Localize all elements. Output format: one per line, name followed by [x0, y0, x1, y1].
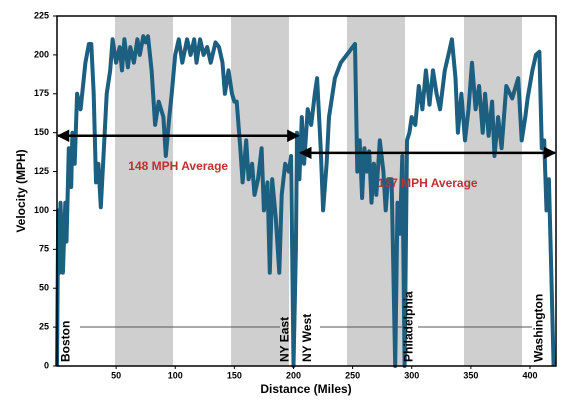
x-tick-label: 250: [345, 370, 360, 380]
y-tick-label: 100: [34, 205, 49, 215]
x-axis-title: Distance (Miles): [260, 382, 351, 396]
station-label: Washington: [532, 294, 546, 362]
plot-border: [56, 15, 557, 367]
y-tick-label: 0: [44, 360, 49, 370]
x-tick-label: 200: [286, 370, 301, 380]
y-tick-label: 125: [34, 166, 49, 176]
x-tick-label: 100: [168, 370, 183, 380]
average-label: 137 MPH Average: [378, 176, 478, 190]
y-tick-label: 150: [34, 127, 49, 137]
x-tick-label: 400: [522, 370, 537, 380]
y-tick-label: 225: [34, 10, 49, 20]
y-tick-label: 175: [34, 88, 49, 98]
average-label: 148 MPH Average: [128, 159, 228, 173]
station-label: NY East: [277, 317, 291, 362]
y-tick-label: 25: [39, 321, 49, 331]
y-tick-label: 50: [39, 283, 49, 293]
y-tick-label: 75: [39, 244, 49, 254]
y-axis-title: Velocity (MPH): [14, 149, 28, 232]
velocity-line: [55, 34, 556, 368]
bands: [115, 16, 522, 366]
station-label: Philadelphia: [402, 291, 416, 362]
x-tick-label: 350: [463, 370, 478, 380]
station-label: Boston: [59, 321, 73, 362]
y-tick-label: 200: [34, 49, 49, 59]
x-tick-label: 50: [111, 370, 121, 380]
x-tick-label: 300: [404, 370, 419, 380]
x-tick-label: 150: [227, 370, 242, 380]
station-label: NY West: [300, 314, 314, 362]
